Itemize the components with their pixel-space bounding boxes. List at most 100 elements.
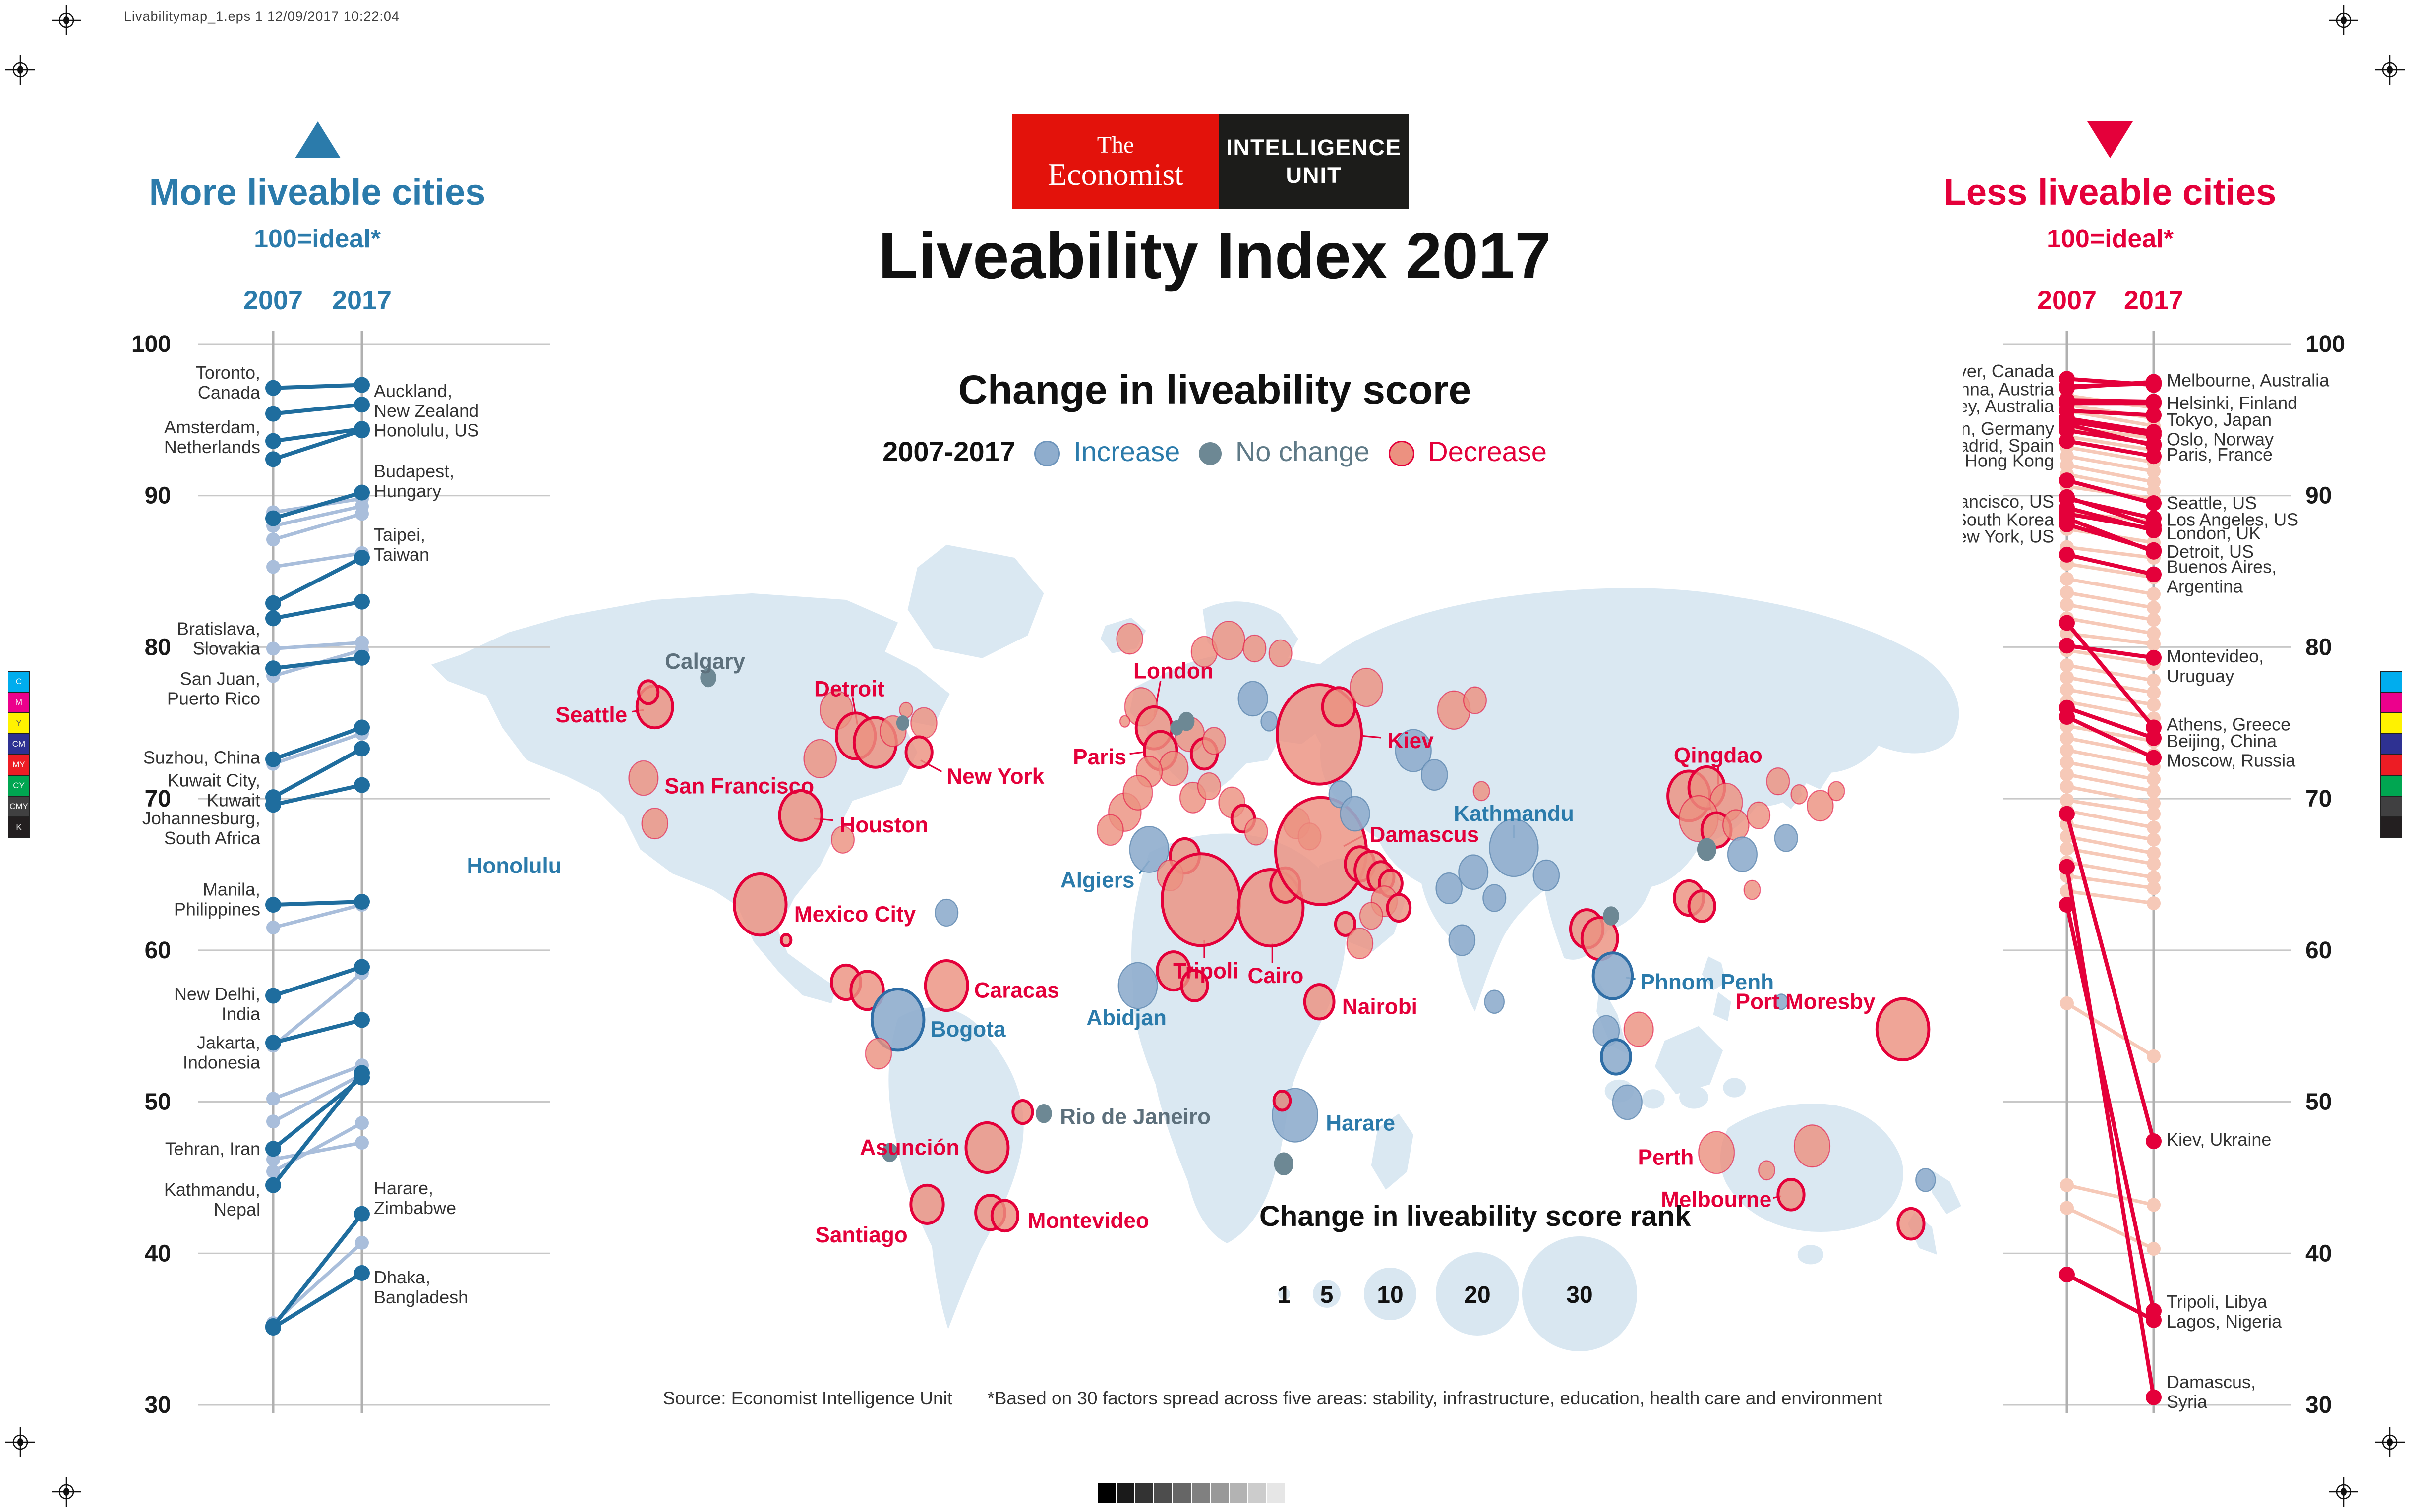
registration-mark-icon xyxy=(52,1477,81,1507)
slope-line-light xyxy=(273,551,362,569)
map-city-label: Kiev xyxy=(1387,729,1434,753)
size-legend-circle xyxy=(1436,1252,1519,1336)
city-dot xyxy=(354,484,370,501)
slope-line xyxy=(2066,422,2154,448)
color-patch: C xyxy=(8,671,30,692)
decrease-bubble xyxy=(1623,1011,1654,1047)
increase-bubble xyxy=(1482,884,1507,912)
increase-bubble xyxy=(1117,962,1158,1009)
city-dot xyxy=(354,1065,370,1081)
slope-line xyxy=(272,965,363,998)
slope-line xyxy=(273,655,362,671)
color-bar-right xyxy=(2380,671,2402,838)
legend-nochange-label: No change xyxy=(1235,436,1370,467)
city-label: Damascus, Syria xyxy=(2167,1372,2256,1412)
gray-step xyxy=(1267,1483,1286,1504)
less-liveable-title: Less liveable cities xyxy=(1943,172,2277,213)
city-dot xyxy=(354,1265,370,1281)
slope-line xyxy=(2066,516,2155,554)
city-dot-light xyxy=(2147,1242,2161,1256)
increase-bubble xyxy=(870,988,926,1052)
city-label: Amsterdam, Netherlands xyxy=(164,417,260,457)
increase-bubble xyxy=(935,898,959,927)
slope-line xyxy=(2066,553,2154,577)
size-legend-circle xyxy=(1278,1288,1290,1300)
city-label: Kuwait City, Kuwait xyxy=(168,770,260,810)
map-city-label: Kathmandu xyxy=(1454,802,1574,826)
slope-line-light xyxy=(2066,472,2154,493)
slope-line-light xyxy=(2066,688,2154,707)
city-dot-light xyxy=(2147,698,2161,712)
color-patch: CM xyxy=(8,734,30,755)
source-text: Source: Economist Intelligence Unit xyxy=(663,1388,953,1408)
city-dot xyxy=(354,741,370,757)
city-dot xyxy=(2059,433,2075,449)
city-label: London, UK xyxy=(2167,523,2261,543)
city-dot-light xyxy=(2147,587,2161,601)
decrease-bubble xyxy=(1472,781,1490,802)
increase-bubble xyxy=(1774,824,1798,852)
city-dot xyxy=(2146,437,2162,454)
axis-tick-label: 90 xyxy=(145,483,171,509)
city-label: Beijing, China xyxy=(2167,731,2277,751)
city-label: New York, US xyxy=(1963,526,2054,546)
slope-line-light xyxy=(2066,772,2154,793)
logo-unit-line2: UNIT xyxy=(1286,163,1342,188)
city-dot xyxy=(354,397,370,413)
slope-line-light xyxy=(2066,700,2154,720)
decrease-bubble xyxy=(803,739,837,779)
file-info-text: Livabilitymap_1.eps 1 12/09/2017 10:22:0… xyxy=(124,9,400,24)
axis-tick-label: 80 xyxy=(145,634,171,660)
city-label: Auckland, New Zealand xyxy=(374,381,479,421)
axis-tick-label: 50 xyxy=(2305,1089,2332,1115)
city-dot-light xyxy=(266,920,280,934)
decrease-bubble xyxy=(779,933,793,948)
decrease-bubble xyxy=(637,679,660,705)
gray-step xyxy=(1097,1483,1116,1504)
city-label: San Juan, Puerto Rico xyxy=(167,669,260,709)
gray-step xyxy=(1210,1483,1229,1504)
size-legend-title: Change in liveability score rank xyxy=(1259,1200,1691,1232)
registration-mark-icon xyxy=(2329,1477,2358,1507)
decrease-bubble xyxy=(990,1199,1020,1233)
city-label: New Delhi, India xyxy=(174,984,261,1024)
city-dot xyxy=(265,988,281,1004)
city-dot-light xyxy=(266,1114,280,1129)
slope-line-light xyxy=(2066,822,2154,842)
slope-line xyxy=(2066,506,2155,532)
city-dot xyxy=(2146,523,2162,539)
more-chart-2017-header: 2017 xyxy=(332,286,392,315)
city-dot xyxy=(265,897,281,913)
color-patch xyxy=(2380,755,2402,775)
size-legend-circle xyxy=(1313,1280,1341,1308)
decrease-bubble xyxy=(1268,639,1293,668)
city-label: Toronto, Canada xyxy=(196,362,261,403)
city-dot-light xyxy=(266,532,280,547)
city-dot-light xyxy=(2147,846,2161,861)
decrease-bubble xyxy=(1827,781,1845,802)
slope-line-light xyxy=(2066,562,2154,580)
decrease-bubble xyxy=(1790,784,1808,805)
nochange-bubble xyxy=(1178,711,1195,731)
city-dot-light xyxy=(2147,881,2161,895)
increase-bubble xyxy=(1774,993,1789,1010)
city-dot xyxy=(2146,495,2162,511)
slope-line xyxy=(2066,380,2154,390)
slope-line-light xyxy=(2066,835,2154,855)
decrease-bubble xyxy=(1158,751,1189,786)
decrease-bubble xyxy=(1793,1124,1831,1168)
map-city-label: Caracas xyxy=(974,979,1059,1003)
color-patch xyxy=(2380,796,2402,817)
nochange-dot-icon xyxy=(1199,442,1222,465)
map-city-label: Cairo xyxy=(1247,964,1303,988)
city-label: Oslo, Norway xyxy=(2167,429,2274,450)
decrease-bubble xyxy=(1807,790,1834,822)
city-label: Kathmandu, Nepal xyxy=(164,1179,260,1220)
city-label: Madrid, Spain xyxy=(1963,435,2054,456)
city-label: Athens, Greece xyxy=(2167,714,2291,734)
slope-line xyxy=(2066,416,2154,434)
down-triangle-icon xyxy=(2087,121,2133,158)
city-dot xyxy=(265,797,281,813)
city-dot-light xyxy=(2060,1201,2074,1215)
slope-line-light xyxy=(2066,435,2154,452)
